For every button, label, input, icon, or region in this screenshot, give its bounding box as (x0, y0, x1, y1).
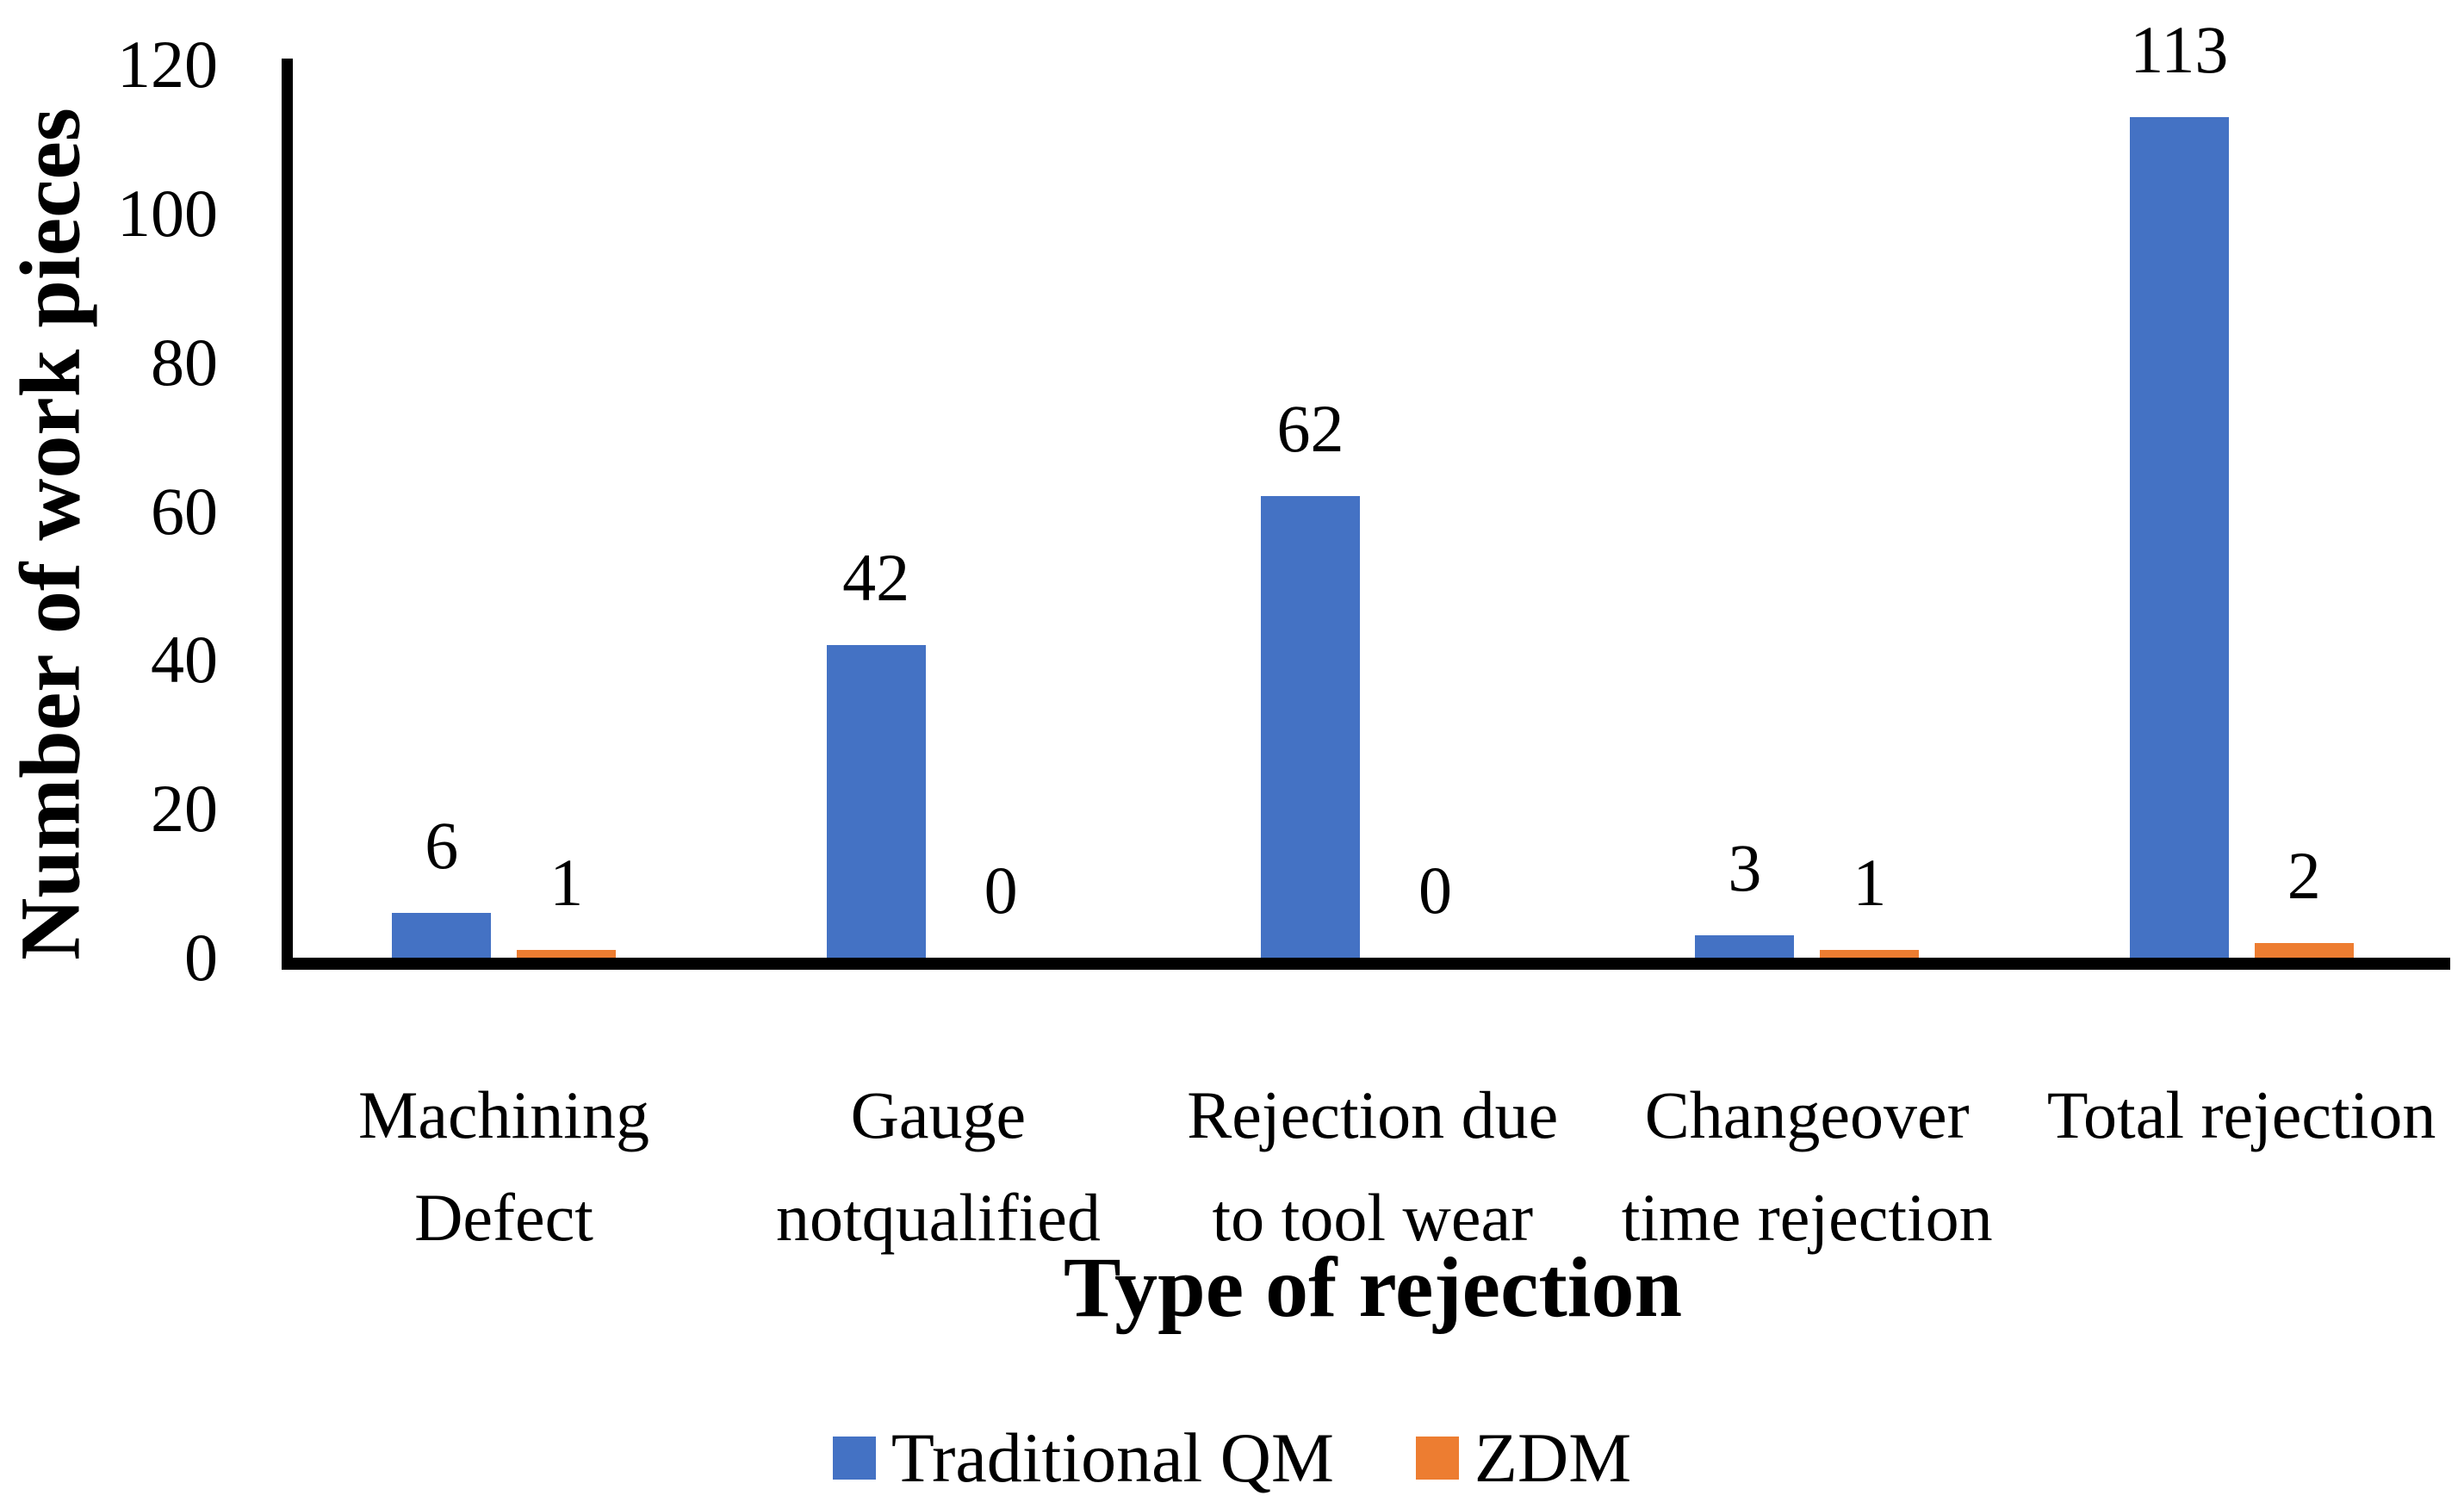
x-axis-line (282, 958, 2450, 970)
category-label-line: to tool wear (1212, 1180, 1534, 1255)
bar-traditional-qm (392, 913, 492, 958)
category-label-line: Total rejection (2046, 1077, 2436, 1152)
y-tick-label: 40 (151, 622, 218, 698)
category-label-line: Gauge (850, 1077, 1027, 1152)
category-label-line: notqualified (775, 1180, 1101, 1255)
data-label: 1 (549, 845, 584, 921)
bar-traditional-qm (826, 645, 926, 958)
data-label: 113 (2130, 11, 2229, 87)
category-label: Changeover time rejection (1590, 1064, 2024, 1269)
legend-item-traditional-qm: Traditional QM (832, 1418, 1334, 1497)
y-axis-line (282, 59, 293, 970)
y-tick-label: 0 (184, 920, 218, 995)
category-label-line: Rejection due (1187, 1077, 1559, 1152)
plot-area: 6 42 62 3 113 1 0 0 1 2 (287, 15, 2459, 958)
data-label: 62 (1276, 391, 1344, 467)
bar-traditional-qm (2129, 116, 2229, 958)
data-label: 0 (1418, 853, 1452, 928)
legend-label: ZDM (1474, 1418, 1632, 1497)
bar-zdm (2254, 942, 2354, 958)
bar-zdm (517, 950, 617, 958)
category-label: Total rejection (2025, 1064, 2459, 1166)
data-label: 1 (1853, 845, 1887, 921)
y-tick-label: 120 (117, 27, 218, 102)
bar-zdm (1820, 950, 1920, 958)
y-tick-label: 80 (151, 324, 218, 400)
data-label: 3 (1728, 830, 1762, 906)
y-tick-label: 20 (151, 771, 218, 847)
data-label: 0 (984, 853, 1018, 928)
legend: Traditional QM ZDM (0, 1418, 2464, 1497)
y-tick-label: 100 (117, 175, 218, 251)
category-label: Gauge notqualified (721, 1064, 1155, 1269)
category-label-line: time rejection (1621, 1180, 1993, 1255)
category-label-line: Changeover (1644, 1077, 1970, 1152)
bar-traditional-qm (1261, 496, 1360, 958)
data-label: 2 (2287, 837, 2321, 913)
category-label: Machining Defect (287, 1064, 721, 1269)
legend-label: Traditional QM (891, 1418, 1334, 1497)
y-tick-label: 60 (151, 473, 218, 549)
legend-swatch (832, 1436, 876, 1480)
category-label: Rejection due to tool wear (1156, 1064, 1590, 1269)
category-label-line: Machining (358, 1077, 649, 1152)
legend-swatch (1415, 1436, 1459, 1480)
data-label: 6 (425, 808, 459, 884)
x-axis-title: Type of rejection (1063, 1239, 1683, 1335)
legend-item-zdm: ZDM (1415, 1418, 1632, 1497)
category-label-line: Defect (414, 1180, 593, 1255)
data-label: 42 (842, 540, 910, 616)
bar-traditional-qm (1695, 935, 1795, 958)
